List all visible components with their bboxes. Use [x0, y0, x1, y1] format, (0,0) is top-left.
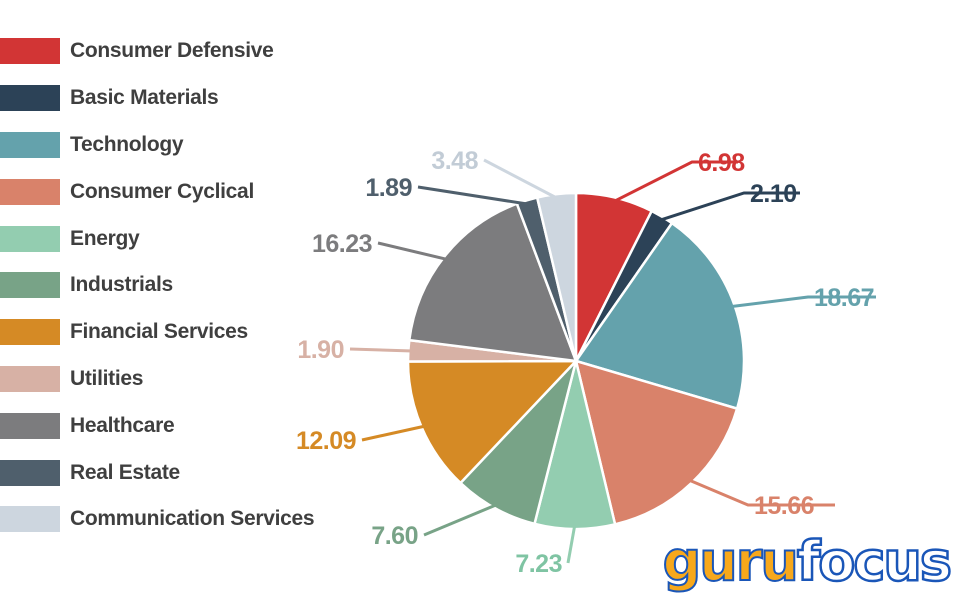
legend-item: Consumer Defensive — [0, 28, 380, 75]
legend-item: Consumer Cyclical — [0, 168, 380, 215]
slice-value-label: 2.10 — [750, 180, 797, 208]
legend-item: Energy — [0, 215, 380, 262]
pie-slice — [535, 191, 578, 362]
legend-label: Communication Services — [70, 507, 315, 531]
legend-item: Industrials — [0, 262, 380, 309]
pie-slice — [574, 359, 739, 526]
leader-line — [349, 347, 413, 353]
legend-swatch — [0, 365, 60, 392]
legend-label: Basic Materials — [70, 86, 219, 110]
leader-line — [566, 524, 577, 564]
logo-part-focus: focus — [796, 530, 954, 593]
legend-swatch — [0, 38, 60, 65]
leader-line — [361, 424, 426, 442]
leader-line — [417, 185, 529, 206]
logo-part-guru: guru — [662, 530, 800, 593]
slice-value-label: 1.90 — [297, 336, 344, 364]
leader-line — [688, 478, 835, 507]
legend-item: Technology — [0, 122, 380, 169]
leader-line — [377, 241, 448, 261]
legend-label: Technology — [70, 132, 184, 156]
slice-value-label: 1.89 — [365, 174, 412, 202]
slice-value-label: 7.23 — [515, 550, 562, 578]
legend-label: Healthcare — [70, 413, 175, 437]
leader-line — [730, 295, 876, 309]
legend-label: Real Estate — [70, 460, 180, 484]
legend-swatch — [0, 319, 60, 346]
slice-value-label: 15.66 — [754, 492, 814, 520]
slice-value-label: 16.23 — [312, 230, 372, 258]
pie-slice — [407, 202, 578, 363]
legend-label: Financial Services — [70, 320, 248, 344]
legend-item: Communication Services — [0, 496, 380, 543]
legend-item: Healthcare — [0, 402, 380, 449]
slice-value-label: 3.48 — [431, 147, 478, 175]
legend-swatch — [0, 85, 60, 112]
legend-item: Utilities — [0, 356, 380, 403]
legend-item: Real Estate — [0, 449, 380, 496]
gurufocus-logo: gurufocus — [662, 533, 954, 590]
slice-value-label: 6.98 — [698, 149, 745, 177]
leader-line — [613, 160, 738, 203]
legend-swatch — [0, 412, 60, 439]
legend-label: Energy — [70, 226, 140, 250]
legend-label: Industrials — [70, 273, 173, 297]
slice-value-label: 7.60 — [371, 522, 418, 550]
legend-label: Consumer Cyclical — [70, 179, 254, 203]
slice-value-label: 18.67 — [814, 284, 874, 312]
legend-label: Utilities — [70, 366, 144, 390]
legend-swatch — [0, 225, 60, 252]
legend-item: Basic Materials — [0, 75, 380, 122]
chart-legend: Consumer Defensive Basic Materials Technol… — [0, 28, 380, 543]
legend-swatch — [0, 459, 60, 486]
leader-line — [423, 503, 498, 537]
legend-swatch — [0, 272, 60, 299]
legend-swatch — [0, 131, 60, 158]
legend-swatch — [0, 506, 60, 533]
leader-line — [659, 191, 800, 222]
slice-value-label: 12.09 — [296, 427, 356, 455]
legend-label: Consumer Defensive — [70, 39, 274, 63]
legend-item: Financial Services — [0, 309, 380, 356]
legend-swatch — [0, 178, 60, 205]
leader-line — [483, 158, 558, 200]
